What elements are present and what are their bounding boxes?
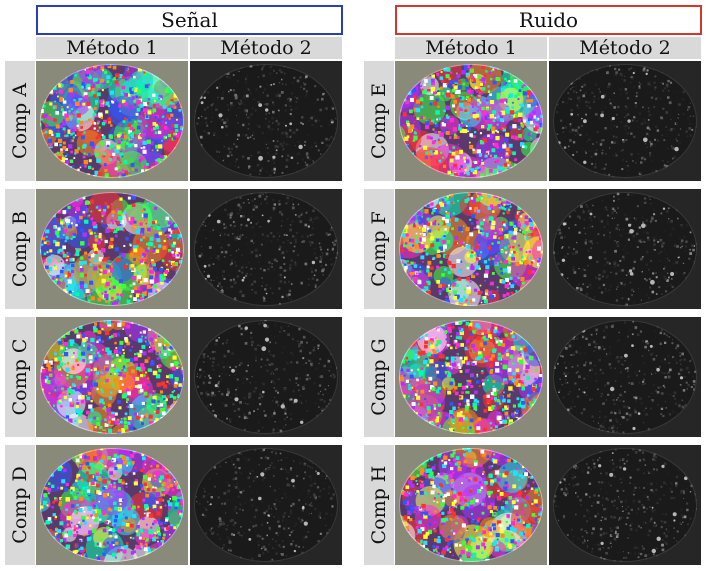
brain-slice-gray-map <box>549 445 701 565</box>
row-label-text: Comp D <box>9 466 31 544</box>
panel-comp-g-metodo-1 <box>395 317 547 437</box>
brain-slice-color-map <box>36 61 188 181</box>
row-label-comp-h: Comp H <box>364 445 394 565</box>
group-header-ruido: Ruido <box>395 5 702 35</box>
brain-slice-color-map <box>36 445 188 565</box>
panel-comp-c-metodo-1 <box>36 317 188 437</box>
panel-comp-f-metodo-1 <box>395 189 547 309</box>
brain-slice-gray-map <box>190 61 342 181</box>
panel-comp-h-metodo-2 <box>549 445 701 565</box>
brain-slice-gray-map <box>190 445 342 565</box>
row-label-comp-e: Comp E <box>364 61 394 181</box>
column-header-metodo-2-senal: Método 2 <box>190 37 342 59</box>
brain-slice-gray-map <box>549 317 701 437</box>
row-label-text: Comp E <box>368 82 390 160</box>
row-label-text: Comp B <box>9 210 31 288</box>
panel-comp-f-metodo-2 <box>549 189 701 309</box>
brain-slice-color-map <box>395 317 547 437</box>
panel-comp-d-metodo-2 <box>190 445 342 565</box>
row-label-comp-b: Comp B <box>5 189 35 309</box>
panel-comp-d-metodo-1 <box>36 445 188 565</box>
column-header-metodo-2-ruido: Método 2 <box>549 37 701 59</box>
panel-comp-g-metodo-2 <box>549 317 701 437</box>
panel-comp-e-metodo-2 <box>549 61 701 181</box>
column-header-metodo-1-ruido: Método 1 <box>395 37 547 59</box>
row-label-text: Comp H <box>368 465 390 545</box>
brain-slice-gray-map <box>190 189 342 309</box>
row-label-text: Comp A <box>9 83 31 159</box>
column-header-metodo-1-senal: Método 1 <box>36 37 188 59</box>
brain-slice-color-map <box>36 189 188 309</box>
panel-comp-b-metodo-1 <box>36 189 188 309</box>
brain-slice-gray-map <box>549 61 701 181</box>
brain-slice-gray-map <box>549 189 701 309</box>
row-label-text: Comp G <box>368 338 390 416</box>
row-label-comp-c: Comp C <box>5 317 35 437</box>
brain-slice-gray-map <box>190 317 342 437</box>
row-label-comp-f: Comp F <box>364 189 394 309</box>
panel-comp-a-metodo-1 <box>36 61 188 181</box>
panel-comp-h-metodo-1 <box>395 445 547 565</box>
brain-slice-color-map <box>36 317 188 437</box>
panel-comp-c-metodo-2 <box>190 317 342 437</box>
panel-comp-b-metodo-2 <box>190 189 342 309</box>
panel-comp-a-metodo-2 <box>190 61 342 181</box>
row-label-text: Comp C <box>9 338 31 416</box>
brain-slice-color-map <box>395 61 547 181</box>
row-label-text: Comp F <box>368 211 390 287</box>
row-label-comp-g: Comp G <box>364 317 394 437</box>
brain-slice-color-map <box>395 189 547 309</box>
row-label-comp-d: Comp D <box>5 445 35 565</box>
brain-slice-color-map <box>395 445 547 565</box>
row-label-comp-a: Comp A <box>5 61 35 181</box>
group-header-senal: Señal <box>36 5 343 35</box>
panel-comp-e-metodo-1 <box>395 61 547 181</box>
